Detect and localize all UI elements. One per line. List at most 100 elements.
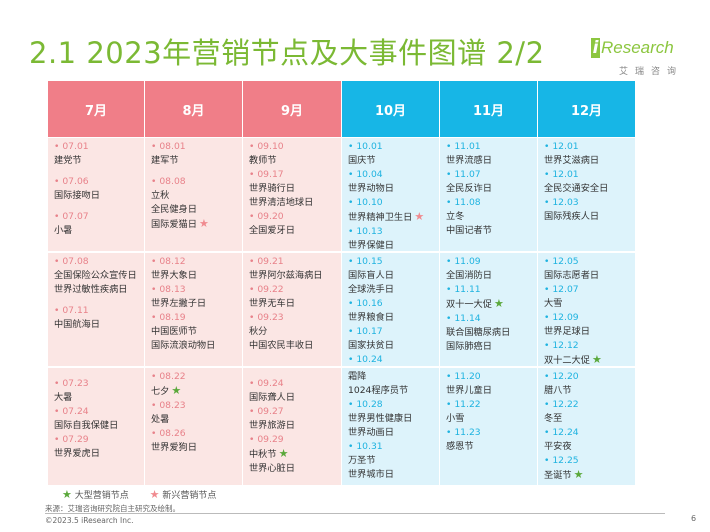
row-divider [48, 137, 635, 138]
calendar-cell: • 07.23 大暑 • 07.24 国际自我保健日 • 07.29 世界爱虎日 [48, 368, 144, 485]
event-name: 世界精神卫生日 ★ [348, 210, 425, 223]
event-date: • 12.24 [544, 427, 579, 438]
event-date: • 09.10 [249, 141, 284, 152]
event-name: 世界儿童日 [446, 385, 492, 396]
event-date: • 08.12 [151, 256, 186, 267]
event-date: • 10.15 [348, 256, 383, 267]
event-name: 建军节 [151, 155, 179, 166]
event-date: • 12.12 [544, 340, 579, 351]
star-icon: ★ [414, 210, 425, 223]
event-name: 霜降 [348, 371, 367, 382]
event-name: 全国保险公众宣传日 [54, 270, 137, 281]
event-date: • 09.21 [249, 256, 284, 267]
event-date: • 10.31 [348, 441, 383, 452]
event-date: • 07.06 [54, 176, 89, 187]
event-name: 世界过敏性疾病日 [54, 284, 128, 295]
calendar-cell: • 09.10 教师节 • 09.17 世界骑行日 世界清洁地球日 • 09.20 全国爱牙… [243, 138, 341, 251]
event-name: 小暑 [54, 225, 73, 236]
spacer [54, 370, 144, 377]
row-divider [48, 252, 635, 253]
event-name: 万圣节 [348, 455, 376, 466]
event-name: 世界骑行日 [249, 183, 295, 194]
footer-divider [45, 513, 665, 514]
event-date: • 10.10 [348, 197, 383, 208]
event-name: 立秋 [151, 190, 170, 201]
event-name: 双十一大促 ★ [446, 297, 504, 310]
event-date: • 11.07 [446, 169, 481, 180]
month-header: 11月 [440, 81, 537, 137]
event-name: 冬至 [544, 413, 563, 424]
calendar-cell: • 12.01 世界艾滋病日 • 12.01 全民交通安全日 • 12.03 国际残疾人日 [538, 138, 635, 251]
event-name: 小雪 [446, 413, 465, 424]
event-date: • 08.01 [151, 141, 186, 152]
event-name: 大暑 [54, 392, 73, 403]
spacer [54, 297, 144, 304]
event-name: 国家扶贫日 [348, 340, 394, 351]
event-name: 建党节 [54, 155, 82, 166]
event-date: • 07.01 [54, 141, 89, 152]
event-name: 中国航海日 [54, 319, 100, 330]
event-date: • 08.19 [151, 312, 186, 323]
event-name: 世界保健日 [348, 240, 394, 251]
event-date: • 07.23 [54, 378, 89, 389]
copyright: ©2023.5 iResearch Inc. [45, 516, 134, 525]
calendar-cell: • 07.01 建党节 • 07.06 国际接吻日 • 07.07 小暑 [48, 138, 144, 251]
star-icon: ★ [149, 488, 160, 501]
event-name: 平安夜 [544, 441, 572, 452]
event-date: • 07.24 [54, 406, 89, 417]
event-name: 世界大象日 [151, 270, 197, 281]
event-date: • 08.22 [151, 371, 186, 382]
event-name: 国际自我保健日 [54, 420, 119, 431]
calendar-cell: • 08.22 七夕 ★ • 08.23 处暑 • 08.26 世界爱狗日 [145, 368, 242, 485]
event-name: 联合国糖尿病日 [446, 327, 511, 338]
event-name: 世界动画日 [348, 427, 394, 438]
calendar-grid: 7月 8月 9月 10月 11月 12月 • 07.01 建党节 • 07.06 国际接吻日 • 0… [48, 81, 635, 485]
event-name: 中秋节 ★ [249, 447, 289, 460]
month-header: 8月 [145, 81, 242, 137]
event-name: 教师节 [249, 155, 277, 166]
event-name: 国际盲人日 [348, 270, 394, 281]
calendar-cell: • 10.01 国庆节 • 10.04 世界动物日 • 10.10 世界精神卫生日 ★ • 1… [342, 138, 439, 251]
source-note: 来源：艾瑞咨询研究院自主研究及绘制。 [45, 504, 180, 513]
event-name: 世界清洁地球日 [249, 197, 314, 208]
logo-subtitle: 艾瑞咨询 [619, 67, 684, 77]
calendar-cell: • 11.09 全国消防日 • 11.11 双十一大促 ★ • 11.14 联合国糖尿病日国… [440, 253, 537, 366]
calendar-cell: 霜降 1024程序员节 • 10.28 世界男性健康日 世界动画日 • 10.31 万圣节世… [342, 368, 439, 485]
event-date: • 07.29 [54, 434, 89, 445]
calendar-cell: • 07.08 全国保险公众宣传日 世界过敏性疾病日 • 07.11 中国航海日 [48, 253, 144, 366]
event-date: • 11.14 [446, 313, 481, 324]
event-name: 国际聋人日 [249, 392, 295, 403]
event-date: • 12.07 [544, 284, 579, 295]
calendar-cell: • 09.24 国际聋人日 • 09.27 世界旅游日 • 09.29 中秋节 ★ 世界心脏日 [243, 368, 341, 485]
spacer [54, 168, 144, 175]
event-name: 国际肺癌日 [446, 341, 492, 352]
calendar-cell: • 12.20 腊八节 • 12.22 冬至 • 12.24 平安夜 • 12.25 圣诞节 ★ [538, 368, 635, 485]
star-icon: ★ [278, 447, 289, 460]
event-name: 全民交通安全日 [544, 183, 609, 194]
event-date: • 12.05 [544, 256, 579, 267]
event-date: • 10.16 [348, 298, 383, 309]
star-icon: ★ [198, 217, 209, 230]
calendar-cell: • 12.05 国际志愿者日 • 12.07 大雪 • 12.09 世界足球日 • 12.1… [538, 253, 635, 366]
logo-i-mark: i [591, 38, 600, 58]
calendar-cell: • 09.21 世界阿尔兹海病日 • 09.22 世界无车日 • 09.23 秋分 中国农民… [243, 253, 341, 366]
event-name: 中国农民丰收日 [249, 340, 314, 351]
star-icon: ★ [171, 384, 182, 397]
event-name: 全民健身日 [151, 204, 197, 215]
event-name: 国际流浪动物日 [151, 340, 216, 351]
month-header: 10月 [342, 81, 439, 137]
event-date: • 12.09 [544, 312, 579, 323]
iresearch-logo: i Research 艾瑞咨询 [591, 36, 676, 80]
page-title: 2.1 2023年营销节点及大事件图谱 2/2 [29, 36, 545, 70]
month-header: 12月 [538, 81, 635, 137]
event-name: 世界心脏日 [249, 463, 295, 474]
event-name: 世界爱狗日 [151, 442, 197, 453]
legend-big: ★ 大型营销节点 [62, 488, 129, 501]
event-date: • 12.01 [544, 169, 579, 180]
event-name: 全国爱牙日 [249, 225, 295, 236]
event-date: • 12.01 [544, 141, 579, 152]
event-date: • 10.13 [348, 226, 383, 237]
legend: ★ 大型营销节点 ★ 新兴营销节点 [60, 488, 232, 501]
row-divider [48, 367, 635, 368]
event-date: • 10.04 [348, 169, 383, 180]
